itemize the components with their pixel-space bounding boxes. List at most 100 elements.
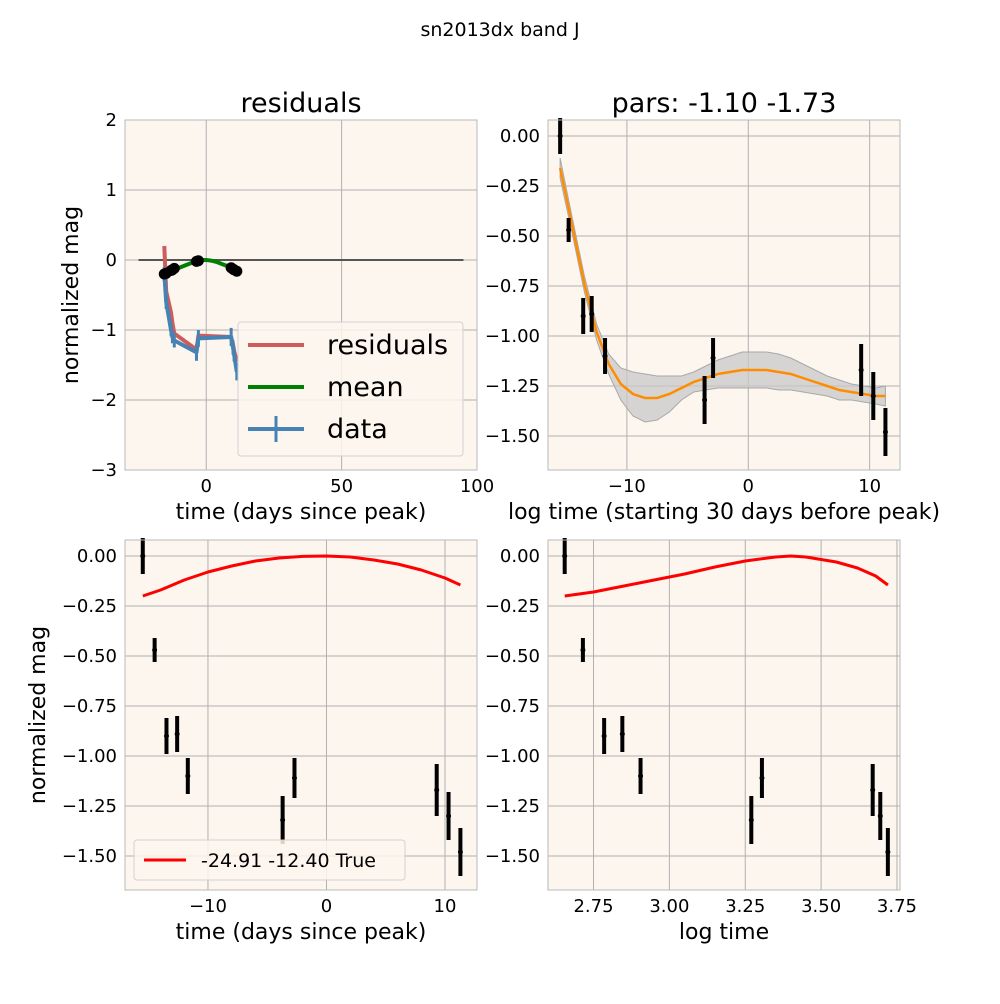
observation-point <box>174 731 180 737</box>
axes-background <box>125 540 477 890</box>
observation-point <box>885 849 891 855</box>
observation-point <box>858 367 864 373</box>
observation-point <box>457 849 463 855</box>
axes-background <box>548 120 900 470</box>
observation-point <box>870 393 876 399</box>
observation-point <box>163 733 169 739</box>
x-tick-label: 10 <box>858 476 881 497</box>
mean-marker <box>168 262 180 274</box>
y-tick-label: −0.75 <box>485 276 540 297</box>
axes-frame <box>547 119 901 471</box>
observation-point <box>566 227 572 233</box>
x-tick-label: −10 <box>189 896 227 917</box>
y-tick-label: −1.00 <box>485 746 540 767</box>
model-curve <box>564 554 889 598</box>
x-tick-label: 3.00 <box>649 896 689 917</box>
axes-frame <box>124 119 478 471</box>
gp-confidence-band <box>559 157 886 423</box>
observation-point <box>601 733 607 739</box>
observation-point <box>185 773 191 779</box>
y-tick-label: −0.25 <box>485 596 540 617</box>
legend-label-mean: mean <box>327 372 404 403</box>
legend-box <box>133 839 406 881</box>
legend-label-data: data <box>327 414 388 445</box>
axes-frame <box>547 539 901 891</box>
y-tick-label: −1.00 <box>62 746 117 767</box>
model-curve <box>142 554 462 598</box>
y-axis-label: normalized mag <box>59 206 84 384</box>
y-tick-label: −0.50 <box>485 646 540 667</box>
figure-suptitle: sn2013dx band J <box>420 19 579 41</box>
observation-point <box>152 647 158 653</box>
legend-label-model: -24.91 -12.40 True <box>201 850 376 872</box>
y-tick-label: −1.50 <box>62 846 117 867</box>
x-tick-label: 3.50 <box>801 896 841 917</box>
mean-marker <box>192 255 204 267</box>
x-tick-label: −10 <box>608 476 646 497</box>
panel-model-time: −10 0 10 0.00 −0.25 −0.50 −0.75 −1.00 −1.25 −1.50… <box>26 538 478 945</box>
y-tick-label: −1 <box>90 320 117 341</box>
y-tick-label: −0.25 <box>62 596 117 617</box>
y-tick-label: −0.75 <box>62 696 117 717</box>
panel-residuals: 0 50 100 2 1 0 −1 −2 −3 residuals time (days sin… <box>59 88 494 525</box>
observation-point <box>580 313 586 319</box>
y-tick-label: −1.50 <box>485 846 540 867</box>
observation-point <box>759 775 765 781</box>
legend-box <box>237 321 464 457</box>
y-axis-label: normalized mag <box>26 626 51 804</box>
x-axis-label: time (days since peak) <box>176 920 427 945</box>
gp-mean-curve <box>558 167 886 400</box>
y-tick-label: 0.00 <box>77 546 117 567</box>
observation-point <box>446 813 452 819</box>
x-axis-label: time (days since peak) <box>176 500 427 525</box>
y-tick-label: −0.75 <box>485 696 540 717</box>
x-axis-label: log time (starting 30 days before peak) <box>508 500 940 525</box>
observation-point <box>280 817 286 823</box>
x-tick-label: 100 <box>460 476 494 497</box>
observation-point <box>434 787 440 793</box>
observation-point <box>589 311 595 317</box>
legend: -24.91 -12.40 True <box>133 839 406 881</box>
x-tick-label: 0 <box>743 476 754 497</box>
observation-point <box>870 787 876 793</box>
axes-background <box>548 540 900 890</box>
y-tick-label: 1 <box>106 180 117 201</box>
observation-point <box>638 773 644 779</box>
observation-point <box>557 133 563 139</box>
observation-point <box>882 429 888 435</box>
observation-point <box>748 817 754 823</box>
y-tick-label: 2 <box>106 110 117 131</box>
observation-point <box>580 647 586 653</box>
x-tick-label: 50 <box>330 476 353 497</box>
y-tick-label: 0.00 <box>500 126 540 147</box>
panel-model-logtime: 2.75 3.00 3.25 3.50 3.75 0.00 −0.25 −0.50 −0.75 −… <box>485 538 917 945</box>
observation-point <box>291 775 297 781</box>
observation-point <box>562 553 568 559</box>
axes-frame <box>124 539 478 891</box>
x-tick-label: 3.25 <box>725 896 765 917</box>
panel-title: residuals <box>240 88 361 119</box>
legend: residuals mean data <box>237 321 464 457</box>
y-tick-label: −2 <box>90 390 117 411</box>
y-tick-label: −1.25 <box>62 796 117 817</box>
x-tick-label: 2.75 <box>573 896 613 917</box>
y-tick-label: 0 <box>106 250 117 271</box>
y-tick-label: −3 <box>90 460 117 481</box>
y-tick-label: −1.25 <box>485 376 540 397</box>
y-tick-label: −1.50 <box>485 426 540 447</box>
y-tick-label: −1.00 <box>485 326 540 347</box>
x-tick-label: 3.75 <box>877 896 917 917</box>
observation-point <box>877 813 883 819</box>
y-tick-label: −0.50 <box>62 646 117 667</box>
x-tick-label: 0 <box>321 896 332 917</box>
observation-point <box>710 355 716 361</box>
x-tick-label: 0 <box>201 476 212 497</box>
panel-title: pars: -1.10 -1.73 <box>612 88 837 119</box>
x-axis-label: log time <box>679 920 769 945</box>
observation-point <box>619 731 625 737</box>
x-tick-label: 10 <box>434 896 457 917</box>
observation-point <box>140 553 146 559</box>
y-tick-label: −0.50 <box>485 226 540 247</box>
